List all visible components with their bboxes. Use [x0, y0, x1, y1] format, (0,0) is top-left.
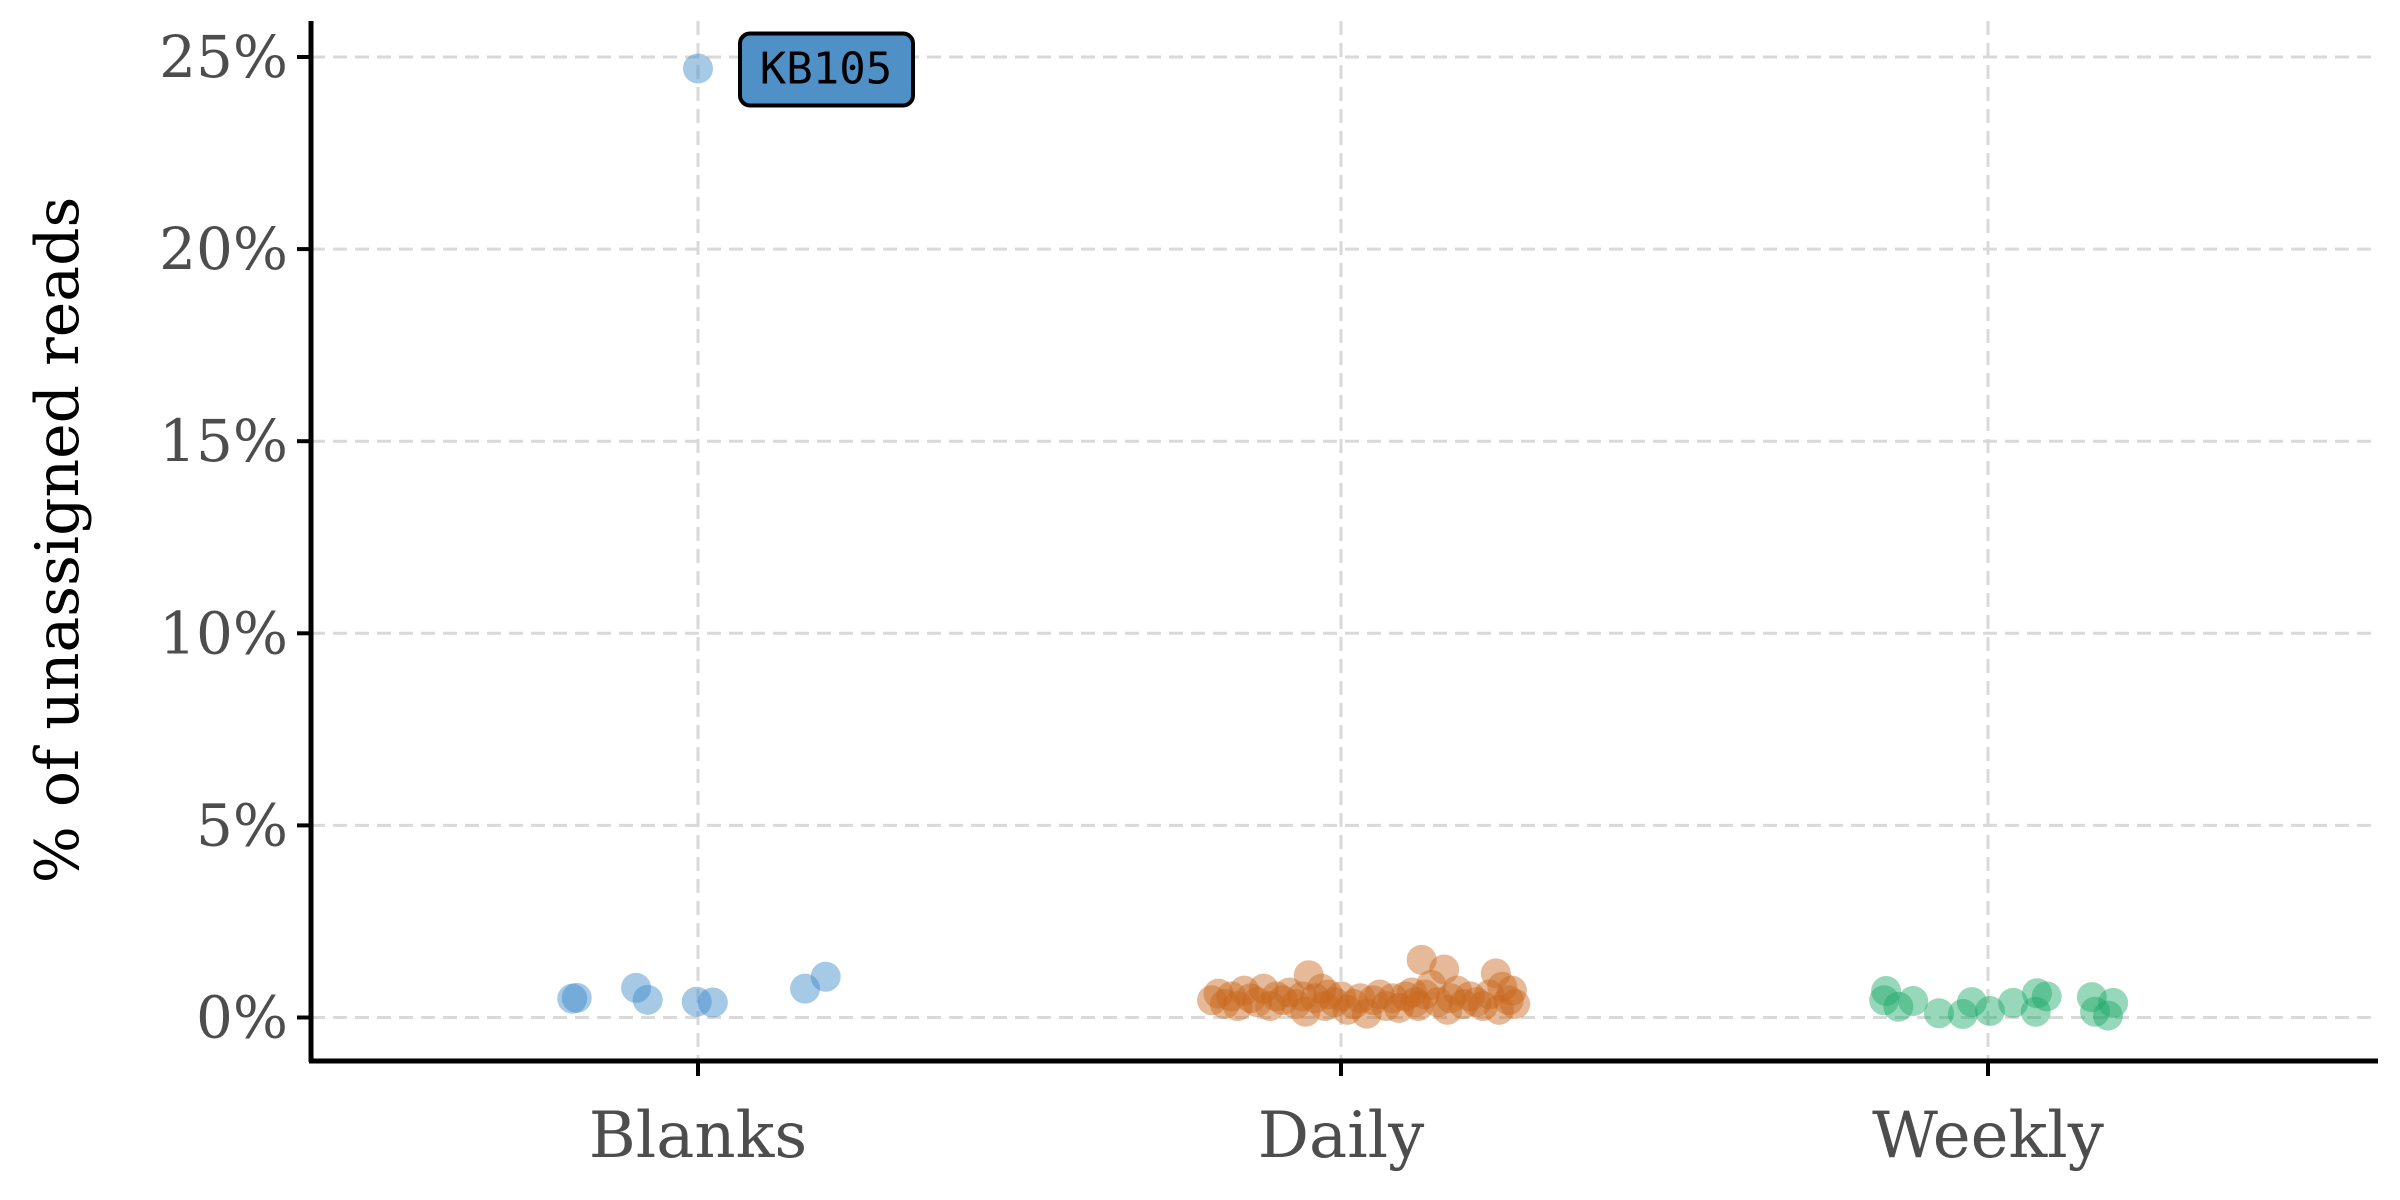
data-point-blanks — [790, 973, 821, 1004]
data-point-daily — [1242, 987, 1273, 1018]
data-point-daily — [1293, 960, 1324, 991]
data-point-daily — [1300, 983, 1331, 1014]
data-point-daily — [1403, 990, 1434, 1021]
data-point-blanks — [632, 984, 663, 1015]
data-point-blanks — [561, 982, 592, 1013]
data-point-weekly — [1898, 985, 1929, 1016]
data-point-daily — [1461, 987, 1492, 1018]
data-point-daily — [1371, 990, 1402, 1021]
data-point-blanks — [681, 986, 712, 1017]
data-point-daily — [1280, 989, 1311, 1020]
data-point-daily — [1377, 983, 1408, 1014]
data-point-daily — [1216, 981, 1247, 1012]
data-point-daily — [1396, 977, 1427, 1008]
data-point-daily — [1309, 990, 1340, 1021]
data-point-weekly — [2031, 981, 2062, 1012]
data-point-daily — [1345, 983, 1376, 1014]
data-point-daily — [1358, 985, 1389, 1016]
data-point-weekly — [1956, 987, 1987, 1018]
annotations: KB105 — [738, 31, 915, 108]
data-point-daily — [1474, 979, 1505, 1010]
data-point-daily — [1290, 996, 1321, 1027]
data-point-daily — [1261, 981, 1292, 1012]
annotation-label: KB105 — [760, 44, 892, 95]
data-point-daily — [1351, 998, 1382, 1029]
data-point-daily — [1406, 944, 1437, 975]
data-point-daily — [1500, 989, 1531, 1020]
y-axis-label: % of unassigned reads — [23, 197, 93, 884]
x-tick-label: Weekly — [1872, 1099, 2104, 1173]
data-point-daily — [1487, 971, 1518, 1002]
data-point-daily — [1203, 978, 1234, 1009]
data-point-weekly — [1998, 987, 2029, 1018]
data-point-blanks — [557, 983, 588, 1014]
data-point-daily — [1364, 979, 1395, 1010]
data-point-daily — [1319, 987, 1350, 1018]
data-point-weekly — [2080, 996, 2111, 1027]
data-point-daily — [1442, 975, 1473, 1006]
data-point-weekly — [1871, 975, 1902, 1006]
data-point-daily — [1422, 987, 1453, 1018]
data-point-daily — [1287, 981, 1318, 1012]
data-point-daily — [1435, 983, 1466, 1014]
data-point-daily — [1209, 989, 1240, 1020]
annotation-box — [738, 31, 915, 108]
data-point-daily — [1480, 958, 1511, 989]
data-point-daily — [1255, 990, 1286, 1021]
data-point-daily — [1484, 994, 1515, 1025]
data-point-weekly — [1883, 991, 1914, 1022]
data-point-weekly — [1869, 985, 1900, 1016]
data-point-daily — [1313, 979, 1344, 1010]
data-point-daily — [1467, 990, 1498, 1021]
data-point-daily — [1197, 985, 1227, 1016]
data-point-daily — [1384, 992, 1415, 1023]
y-tick-label: 5% — [196, 791, 288, 859]
data-point-daily — [1248, 973, 1279, 1004]
data-point-daily — [1400, 987, 1431, 1018]
y-tick-label: 20% — [159, 215, 288, 283]
data-point-daily — [1267, 985, 1298, 1016]
data-point-daily — [1416, 969, 1447, 1000]
y-tick-label: 15% — [159, 407, 288, 475]
data-point-weekly — [1923, 998, 1954, 1029]
data-point-daily — [1496, 975, 1527, 1006]
data-point-daily — [1274, 977, 1305, 1008]
y-tick-label: 10% — [159, 599, 288, 667]
data-point-weekly — [2092, 1000, 2123, 1031]
data-point-daily — [1338, 989, 1369, 1020]
data-point-daily — [1326, 981, 1356, 1012]
x-tick-label: Daily — [1258, 1099, 1425, 1173]
data-point-weekly — [2020, 996, 2051, 1027]
data-point-weekly — [2098, 987, 2129, 1018]
data-point-daily — [1390, 981, 1421, 1012]
data-point-blanks — [621, 972, 652, 1003]
y-tick-label: 0% — [196, 984, 288, 1052]
data-point-daily — [1429, 954, 1460, 985]
data-points — [557, 53, 2129, 1031]
data-point-daily — [1409, 979, 1440, 1010]
data-point-daily — [1229, 975, 1260, 1006]
data-point-daily — [1332, 994, 1363, 1025]
axes — [308, 21, 2378, 1064]
y-tick-label: 25% — [159, 23, 288, 91]
x-ticks: Blanks Daily Weekly — [589, 1061, 2104, 1173]
data-point-daily — [1455, 981, 1485, 1012]
data-point-daily — [1222, 990, 1253, 1021]
grid — [311, 21, 2378, 1061]
data-point-daily — [1493, 985, 1524, 1016]
x-tick-label: Blanks — [589, 1099, 808, 1173]
data-point-blanks — [683, 53, 713, 84]
data-point-weekly — [1947, 999, 1978, 1030]
data-point-weekly — [1974, 995, 2005, 1026]
data-point-blanks — [697, 987, 728, 1018]
data-point-daily — [1448, 989, 1479, 1020]
data-point-weekly — [2022, 978, 2053, 1009]
data-point-daily — [1306, 973, 1337, 1004]
data-point-weekly — [2076, 982, 2107, 1013]
data-point-blanks — [810, 961, 841, 992]
data-point-daily — [1235, 983, 1266, 1014]
y-ticks: 0% 5% 10% 15% 20% 25% — [159, 23, 311, 1052]
data-point-daily — [1432, 994, 1463, 1025]
